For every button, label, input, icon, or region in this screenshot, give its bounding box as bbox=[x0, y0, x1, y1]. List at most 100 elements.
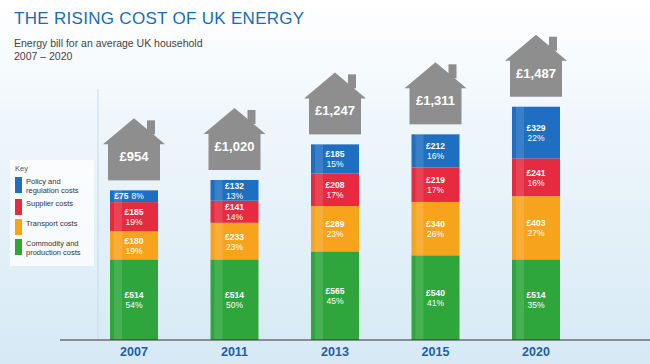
legend-label: Policy and regulation costs bbox=[26, 177, 90, 195]
bar-segment bbox=[311, 144, 359, 173]
x-tick-label: 2013 bbox=[321, 345, 349, 359]
data-label: £51435% bbox=[527, 290, 546, 310]
bar-shine bbox=[315, 173, 323, 206]
data-labels: £51454%£18019%£18519%£758%£51450%£23323%… bbox=[114, 123, 545, 310]
bar-shine bbox=[516, 196, 524, 259]
data-label: £18515% bbox=[326, 149, 345, 169]
total-house bbox=[103, 118, 165, 180]
legend-item: Commodity and production costs bbox=[15, 239, 90, 257]
total-label: £1,247 bbox=[315, 103, 355, 118]
data-label: £14114% bbox=[225, 202, 244, 222]
x-axis bbox=[60, 339, 650, 340]
value-label: £185 bbox=[326, 149, 345, 159]
data-label: £23323% bbox=[225, 232, 244, 252]
value-label: £540 bbox=[426, 288, 445, 298]
data-label: £34026% bbox=[426, 219, 445, 239]
data-label: £24116% bbox=[527, 168, 546, 188]
value-label: £514 bbox=[225, 290, 244, 300]
value-label: £340 bbox=[426, 219, 445, 229]
share-label: 26% bbox=[427, 229, 444, 239]
value-label: £75 bbox=[114, 191, 128, 201]
bar-segment bbox=[211, 201, 259, 223]
bar-segment bbox=[412, 255, 460, 340]
data-label: £21216% bbox=[426, 141, 445, 161]
data-label: £54041% bbox=[426, 288, 445, 308]
bar-shine bbox=[114, 231, 122, 259]
data-label: £28923% bbox=[326, 219, 345, 239]
legend-swatch bbox=[15, 239, 22, 255]
x-tick-label: 2011 bbox=[221, 345, 248, 359]
share-label: 22% bbox=[527, 133, 544, 143]
legend-item: Supplier costs bbox=[15, 199, 90, 215]
bar-segment bbox=[412, 168, 460, 202]
share-label: 54% bbox=[125, 300, 142, 310]
bar-shine bbox=[416, 134, 424, 167]
house-roof bbox=[405, 62, 467, 88]
bar-shine bbox=[114, 259, 122, 340]
bar-segment bbox=[512, 107, 560, 159]
bar-shine bbox=[315, 144, 323, 173]
value-label: £180 bbox=[125, 236, 144, 246]
value-label: £208 bbox=[326, 180, 345, 190]
bar-shine bbox=[215, 259, 223, 340]
bar-shine bbox=[516, 107, 524, 159]
total-house bbox=[505, 35, 567, 97]
value-label: £185 bbox=[125, 207, 144, 217]
bar-segment bbox=[512, 158, 560, 196]
chart: THE RISING COST OF UK ENERGYEnergy bill … bbox=[0, 0, 650, 364]
bar-segment bbox=[412, 134, 460, 167]
bar-segment bbox=[311, 206, 359, 251]
share-label: 8% bbox=[131, 191, 144, 201]
bar-shine bbox=[516, 259, 524, 340]
total-house bbox=[405, 62, 467, 124]
data-label: £21917% bbox=[426, 175, 445, 195]
value-label: £241 bbox=[527, 168, 546, 178]
bar-segment bbox=[211, 180, 259, 201]
bar-shine bbox=[315, 251, 323, 340]
bar-segment bbox=[311, 251, 359, 340]
share-label: 45% bbox=[326, 296, 343, 306]
share-label: 15% bbox=[326, 159, 343, 169]
legend-item: Transport costs bbox=[15, 219, 90, 235]
x-tick-label: 2015 bbox=[422, 345, 450, 359]
share-label: 19% bbox=[125, 217, 142, 227]
data-label: £51450% bbox=[225, 290, 244, 310]
bar-segment bbox=[311, 173, 359, 206]
data-label: £56545% bbox=[326, 286, 345, 306]
bar-shine bbox=[114, 202, 122, 231]
bar-shine bbox=[215, 201, 223, 223]
value-label: £212 bbox=[426, 141, 445, 151]
house-roof bbox=[204, 108, 266, 134]
bar-segment bbox=[211, 259, 259, 340]
legend-title: Key bbox=[15, 164, 90, 173]
value-label: £219 bbox=[426, 175, 445, 185]
total-label: £1,020 bbox=[215, 139, 255, 154]
data-label: £51454% bbox=[125, 290, 144, 310]
data-label: £18519% bbox=[125, 207, 144, 227]
bar-segment bbox=[211, 223, 259, 260]
subtitle: 2007 – 2020 bbox=[14, 50, 73, 62]
house-body bbox=[309, 97, 361, 134]
value-label: £403 bbox=[527, 218, 546, 228]
legend-label: Commodity and production costs bbox=[26, 239, 90, 257]
data-label: £13213% bbox=[225, 181, 244, 201]
share-label: 13% bbox=[226, 191, 243, 201]
value-label: £233 bbox=[225, 232, 244, 242]
value-label: £141 bbox=[225, 202, 244, 212]
bar-shine bbox=[516, 158, 524, 196]
bar-shine bbox=[315, 206, 323, 251]
share-label: 14% bbox=[226, 212, 243, 222]
bar-segment bbox=[110, 202, 158, 231]
bar-shine bbox=[215, 180, 223, 201]
total-label: £954 bbox=[120, 149, 150, 164]
bar-segment bbox=[110, 259, 158, 340]
value-label: £329 bbox=[527, 123, 546, 133]
bar-shine bbox=[416, 202, 424, 255]
y-axis bbox=[98, 89, 99, 340]
share-label: 23% bbox=[326, 229, 343, 239]
share-label: 27% bbox=[527, 228, 544, 238]
share-label: 23% bbox=[226, 242, 243, 252]
subtitle: Energy bill for an average UK household bbox=[14, 37, 203, 49]
bar-segment bbox=[512, 259, 560, 340]
share-label: 50% bbox=[226, 300, 243, 310]
